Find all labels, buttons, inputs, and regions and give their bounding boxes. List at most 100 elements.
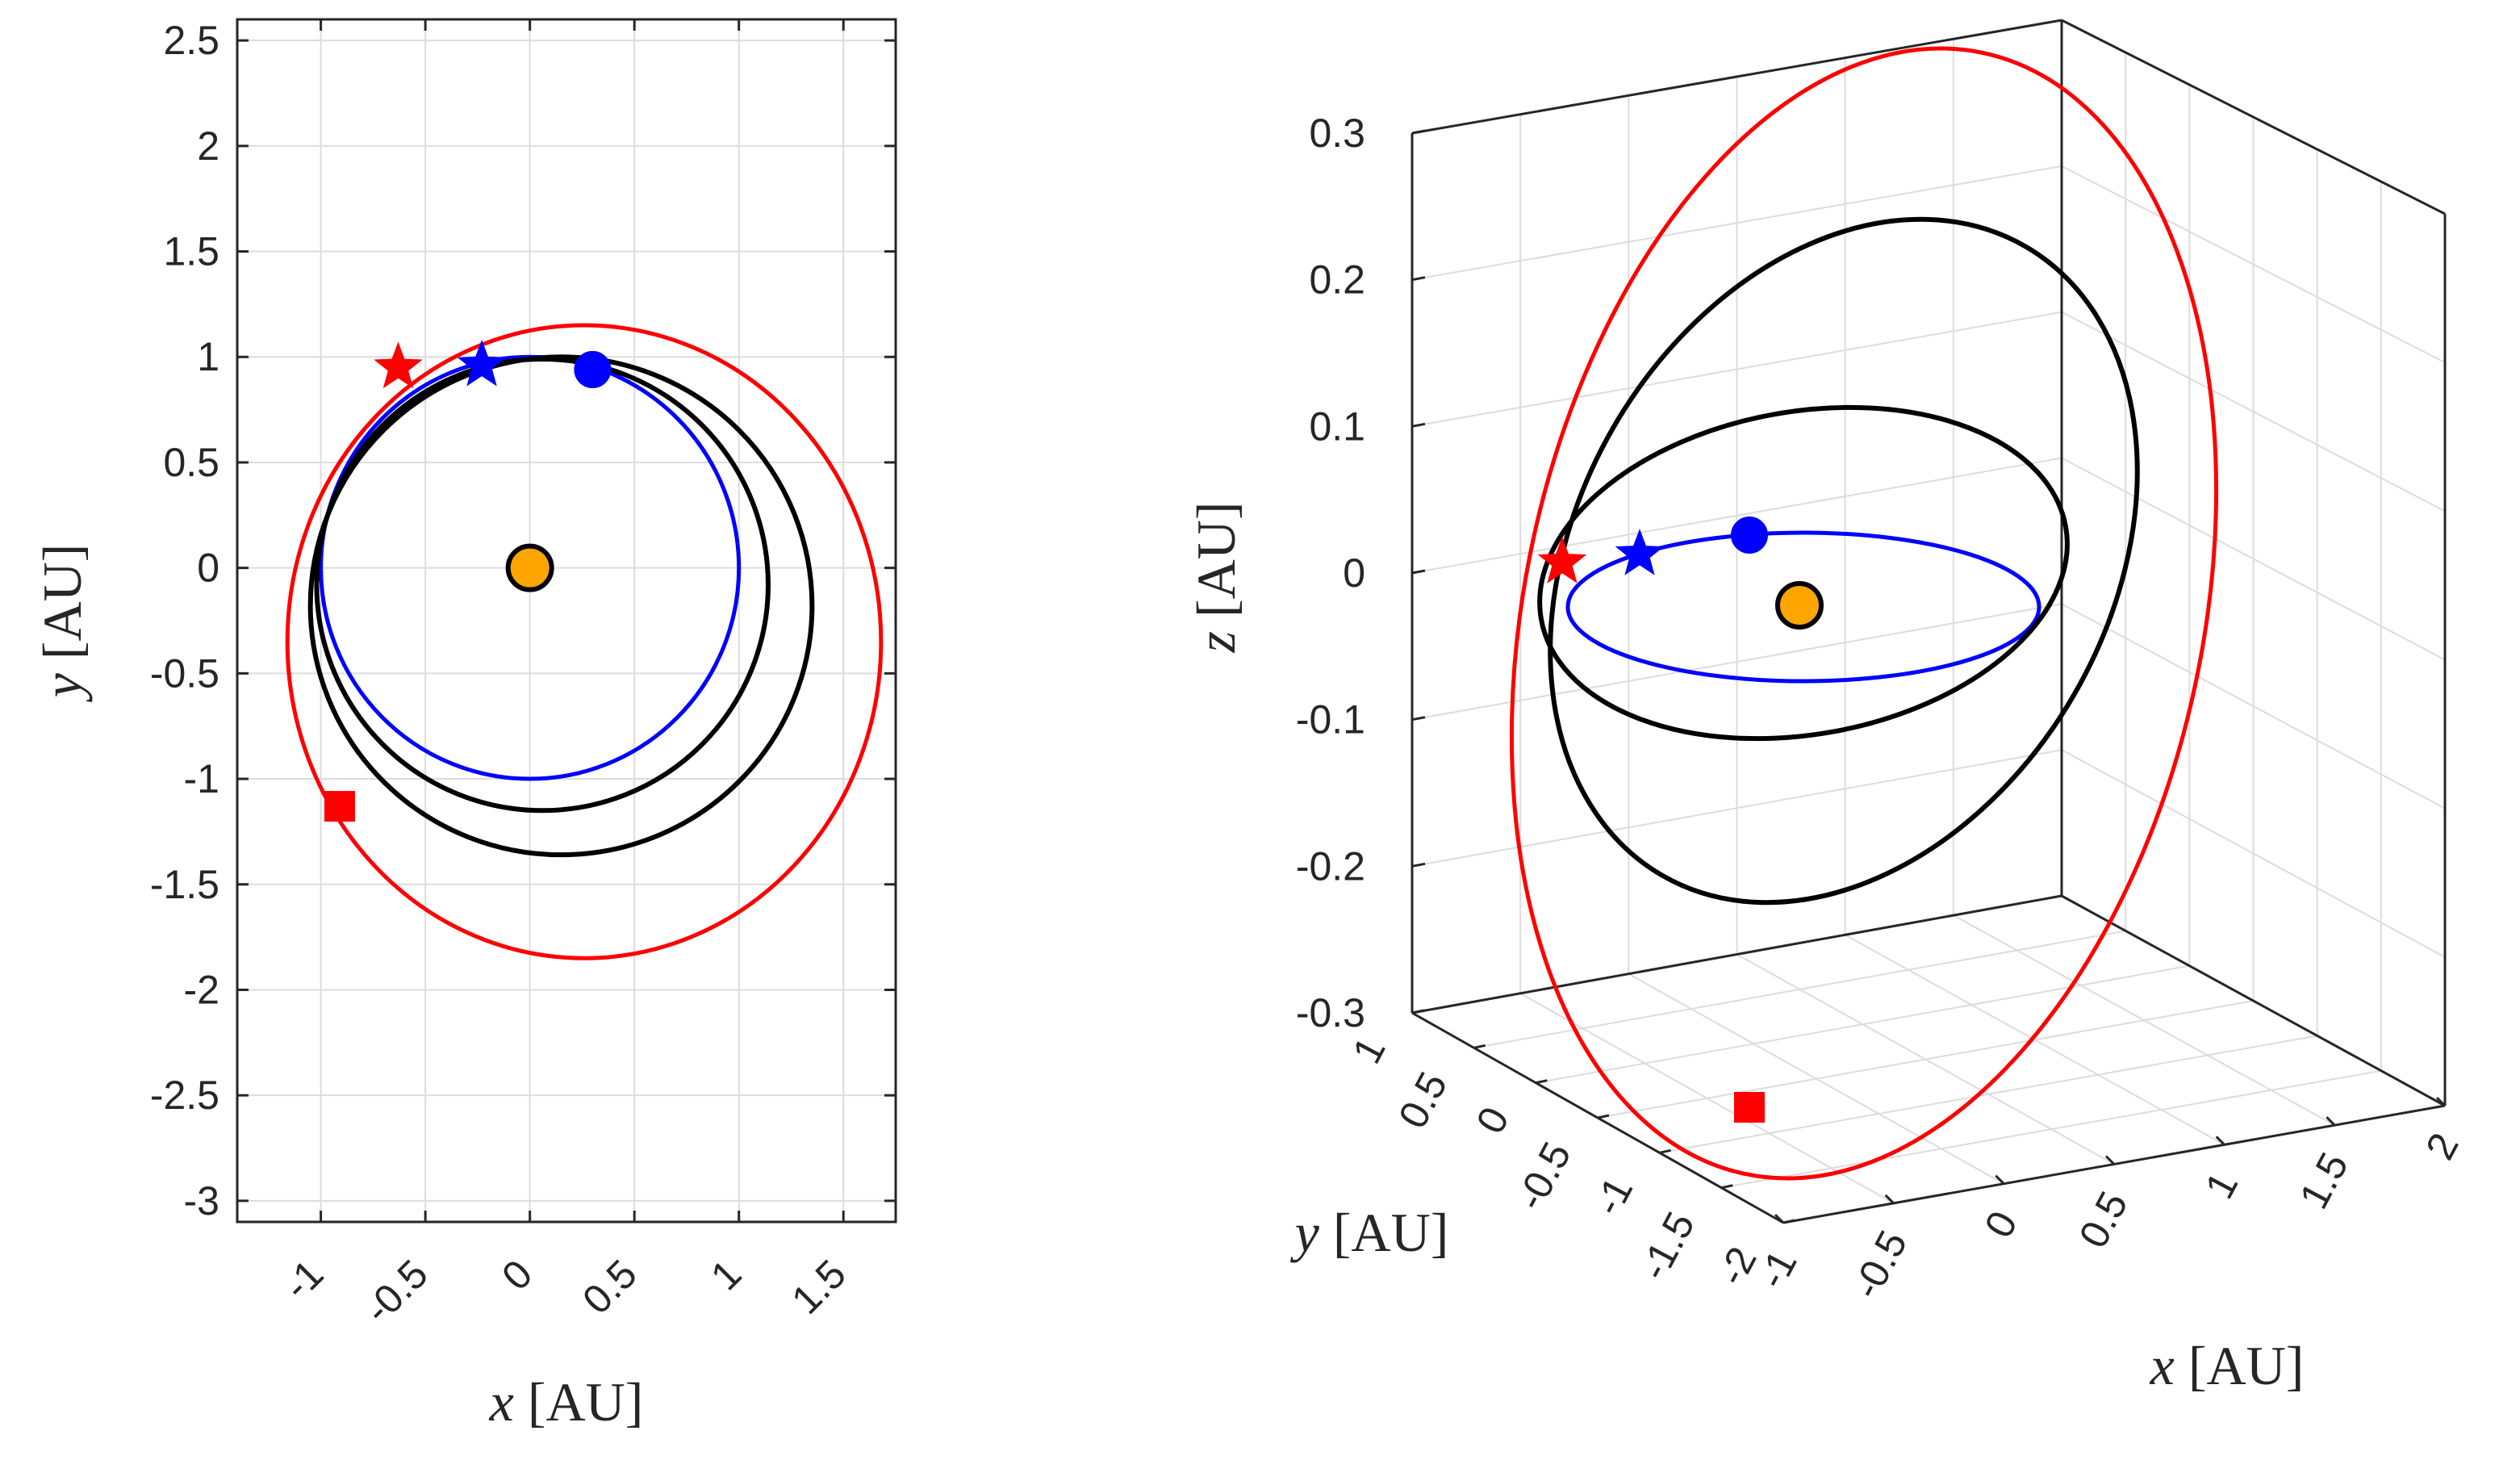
z-tick-label: 0	[1343, 550, 1365, 596]
x-tick-label: -0.5	[355, 1251, 437, 1332]
axes-edge	[1411, 19, 2062, 135]
y-tick-label: -2.5	[150, 1073, 219, 1118]
y-tick-label: 0	[1468, 1100, 1519, 1141]
axes-box	[236, 18, 897, 1224]
x-axis-label-unit: [AU]	[528, 1371, 644, 1433]
perspective-3d-plot: 0.30.20.10-0.1-0.2-0.310.5 0-0.5 -1-1.5 -2-…	[1185, 19, 2468, 1396]
tick-mark-x	[1774, 1213, 1785, 1224]
y-tick-label: 1	[1344, 1030, 1394, 1071]
z-tick-label: -0.2	[1296, 843, 1365, 889]
floor-grid-y	[1659, 1035, 2317, 1154]
blue-star-marker	[457, 339, 507, 387]
tick-mark-x	[2215, 1136, 2225, 1146]
z-tick-label: 0.3	[1309, 111, 1365, 156]
x-tick-label: 2	[2417, 1126, 2468, 1167]
y-axis-label-3d: y [AU]	[1290, 1202, 1449, 1263]
y-tick-label: 0.5	[1390, 1065, 1456, 1136]
tick-mark-y	[1411, 1009, 1424, 1014]
blue-star-marker-3d	[1615, 529, 1665, 575]
y-axis-label-3d-var: y	[1290, 1202, 1320, 1263]
y-tick-label: -0.5	[1507, 1135, 1580, 1217]
red-star-marker-3d	[1537, 537, 1587, 584]
red-star-marker	[374, 341, 423, 389]
x-tick-label: -0.5	[1843, 1224, 1916, 1306]
tick-mark-x	[2326, 1116, 2336, 1127]
y-axis-label: y [AU]	[31, 544, 93, 703]
floor-grid-y	[1597, 1000, 2254, 1119]
tick-mark-z	[1411, 862, 1426, 868]
y-axis-label-unit: [AU]	[31, 544, 93, 660]
y-tick-label: -3	[184, 1178, 219, 1224]
outer-black-orbit-3d	[1548, 216, 2140, 906]
red-square-marker-3d	[1734, 1092, 1765, 1123]
z-tick-label: -0.3	[1296, 990, 1365, 1035]
top-view-plot: -1 -0.5 0 0.5 1 1.5 2.5 2 1.5 1 0.5 0 -0.5 -1 -1.5 -2 -2…	[31, 18, 897, 1433]
transfer-orbit	[285, 323, 884, 960]
earth-orbit-3d	[1565, 530, 2041, 684]
y-tick-label: 0	[197, 546, 219, 591]
floor-grid-y	[1473, 930, 2126, 1049]
y-tick-label: 0.5	[163, 440, 219, 485]
floor-grid-y	[1721, 1069, 2382, 1189]
sun-marker	[505, 543, 554, 592]
x-tick-label: 1	[2196, 1165, 2247, 1206]
inner-black-orbit-3d	[1537, 404, 2070, 742]
x-tick-label: 0.5	[574, 1251, 646, 1323]
axes-edge	[2061, 894, 2446, 1107]
x-tick-label: -1	[274, 1251, 332, 1308]
tick-mark-z	[1411, 276, 1426, 282]
axes-edge	[2061, 19, 2446, 215]
x-axis-label: x [AU]	[489, 1371, 644, 1433]
x-tick-label: -1	[1749, 1243, 1805, 1296]
y-tick-label: 1	[197, 334, 219, 379]
x-tick-label: 1.5	[2291, 1145, 2357, 1216]
tick-mark-z	[1411, 422, 1426, 428]
axes-edge	[1411, 894, 2062, 1014]
y-tick-label: 1.5	[163, 229, 219, 274]
earth-marker	[574, 350, 612, 388]
floor-grid-y	[1536, 964, 2190, 1084]
tick-mark-y	[1782, 1219, 1795, 1224]
x-axis-label-3d: x [AU]	[2150, 1335, 2305, 1396]
tick-mark-y	[1536, 1079, 1548, 1085]
tick-mark-y	[1597, 1114, 1610, 1119]
tick-mark-x	[1884, 1194, 1895, 1204]
x-tick-label: 1	[702, 1251, 750, 1299]
tick-mark-x	[1995, 1174, 2005, 1185]
x-tick-label: 0	[1976, 1204, 2027, 1245]
y-tick-label: -0.5	[150, 651, 219, 696]
transfer-orbit-3d	[1509, 46, 2219, 1181]
x-axis-label-3d-var: x	[2150, 1335, 2175, 1396]
tick-mark-z	[1411, 569, 1426, 575]
y-axis-label-3d-unit: [AU]	[1333, 1202, 1449, 1263]
z-tick-label: 0.1	[1309, 404, 1365, 449]
x-tick-label: 0	[493, 1251, 541, 1299]
tick-mark-y	[1721, 1184, 1733, 1190]
x-axis-label-var: x	[489, 1371, 514, 1433]
z-tick-label: 0.2	[1309, 257, 1365, 303]
y-tick-label: -1.5	[1631, 1205, 1703, 1287]
z-axis-label-3d: z [AU]	[1185, 502, 1247, 654]
tick-mark-z	[1411, 716, 1426, 722]
y-tick-label: -1.5	[150, 862, 219, 907]
tick-mark-x	[2435, 1096, 2447, 1107]
x-tick-label: 0.5	[2071, 1184, 2137, 1255]
tick-mark-y	[1473, 1044, 1486, 1049]
y-tick-label: -1	[184, 756, 219, 801]
red-square-marker	[324, 791, 355, 822]
z-tick-label: -0.1	[1296, 697, 1365, 743]
x-tick-label: 1.5	[783, 1251, 855, 1323]
sun-marker-3d	[1775, 581, 1824, 630]
y-axis-label-var: y	[31, 672, 93, 702]
tick-mark-y	[1659, 1148, 1671, 1154]
z-axis-label-3d-var: z	[1185, 631, 1247, 653]
tick-mark-z	[1411, 129, 1426, 135]
x-axis-label-3d-unit: [AU]	[2188, 1335, 2305, 1396]
tick-mark-x	[2104, 1155, 2116, 1165]
outer-black-orbit	[307, 354, 815, 858]
y-tick-label: 2	[197, 123, 219, 169]
y-tick-label: -1	[1585, 1169, 1641, 1223]
y-tick-label: -2	[184, 967, 219, 1012]
earth-marker-3d	[1731, 517, 1768, 554]
